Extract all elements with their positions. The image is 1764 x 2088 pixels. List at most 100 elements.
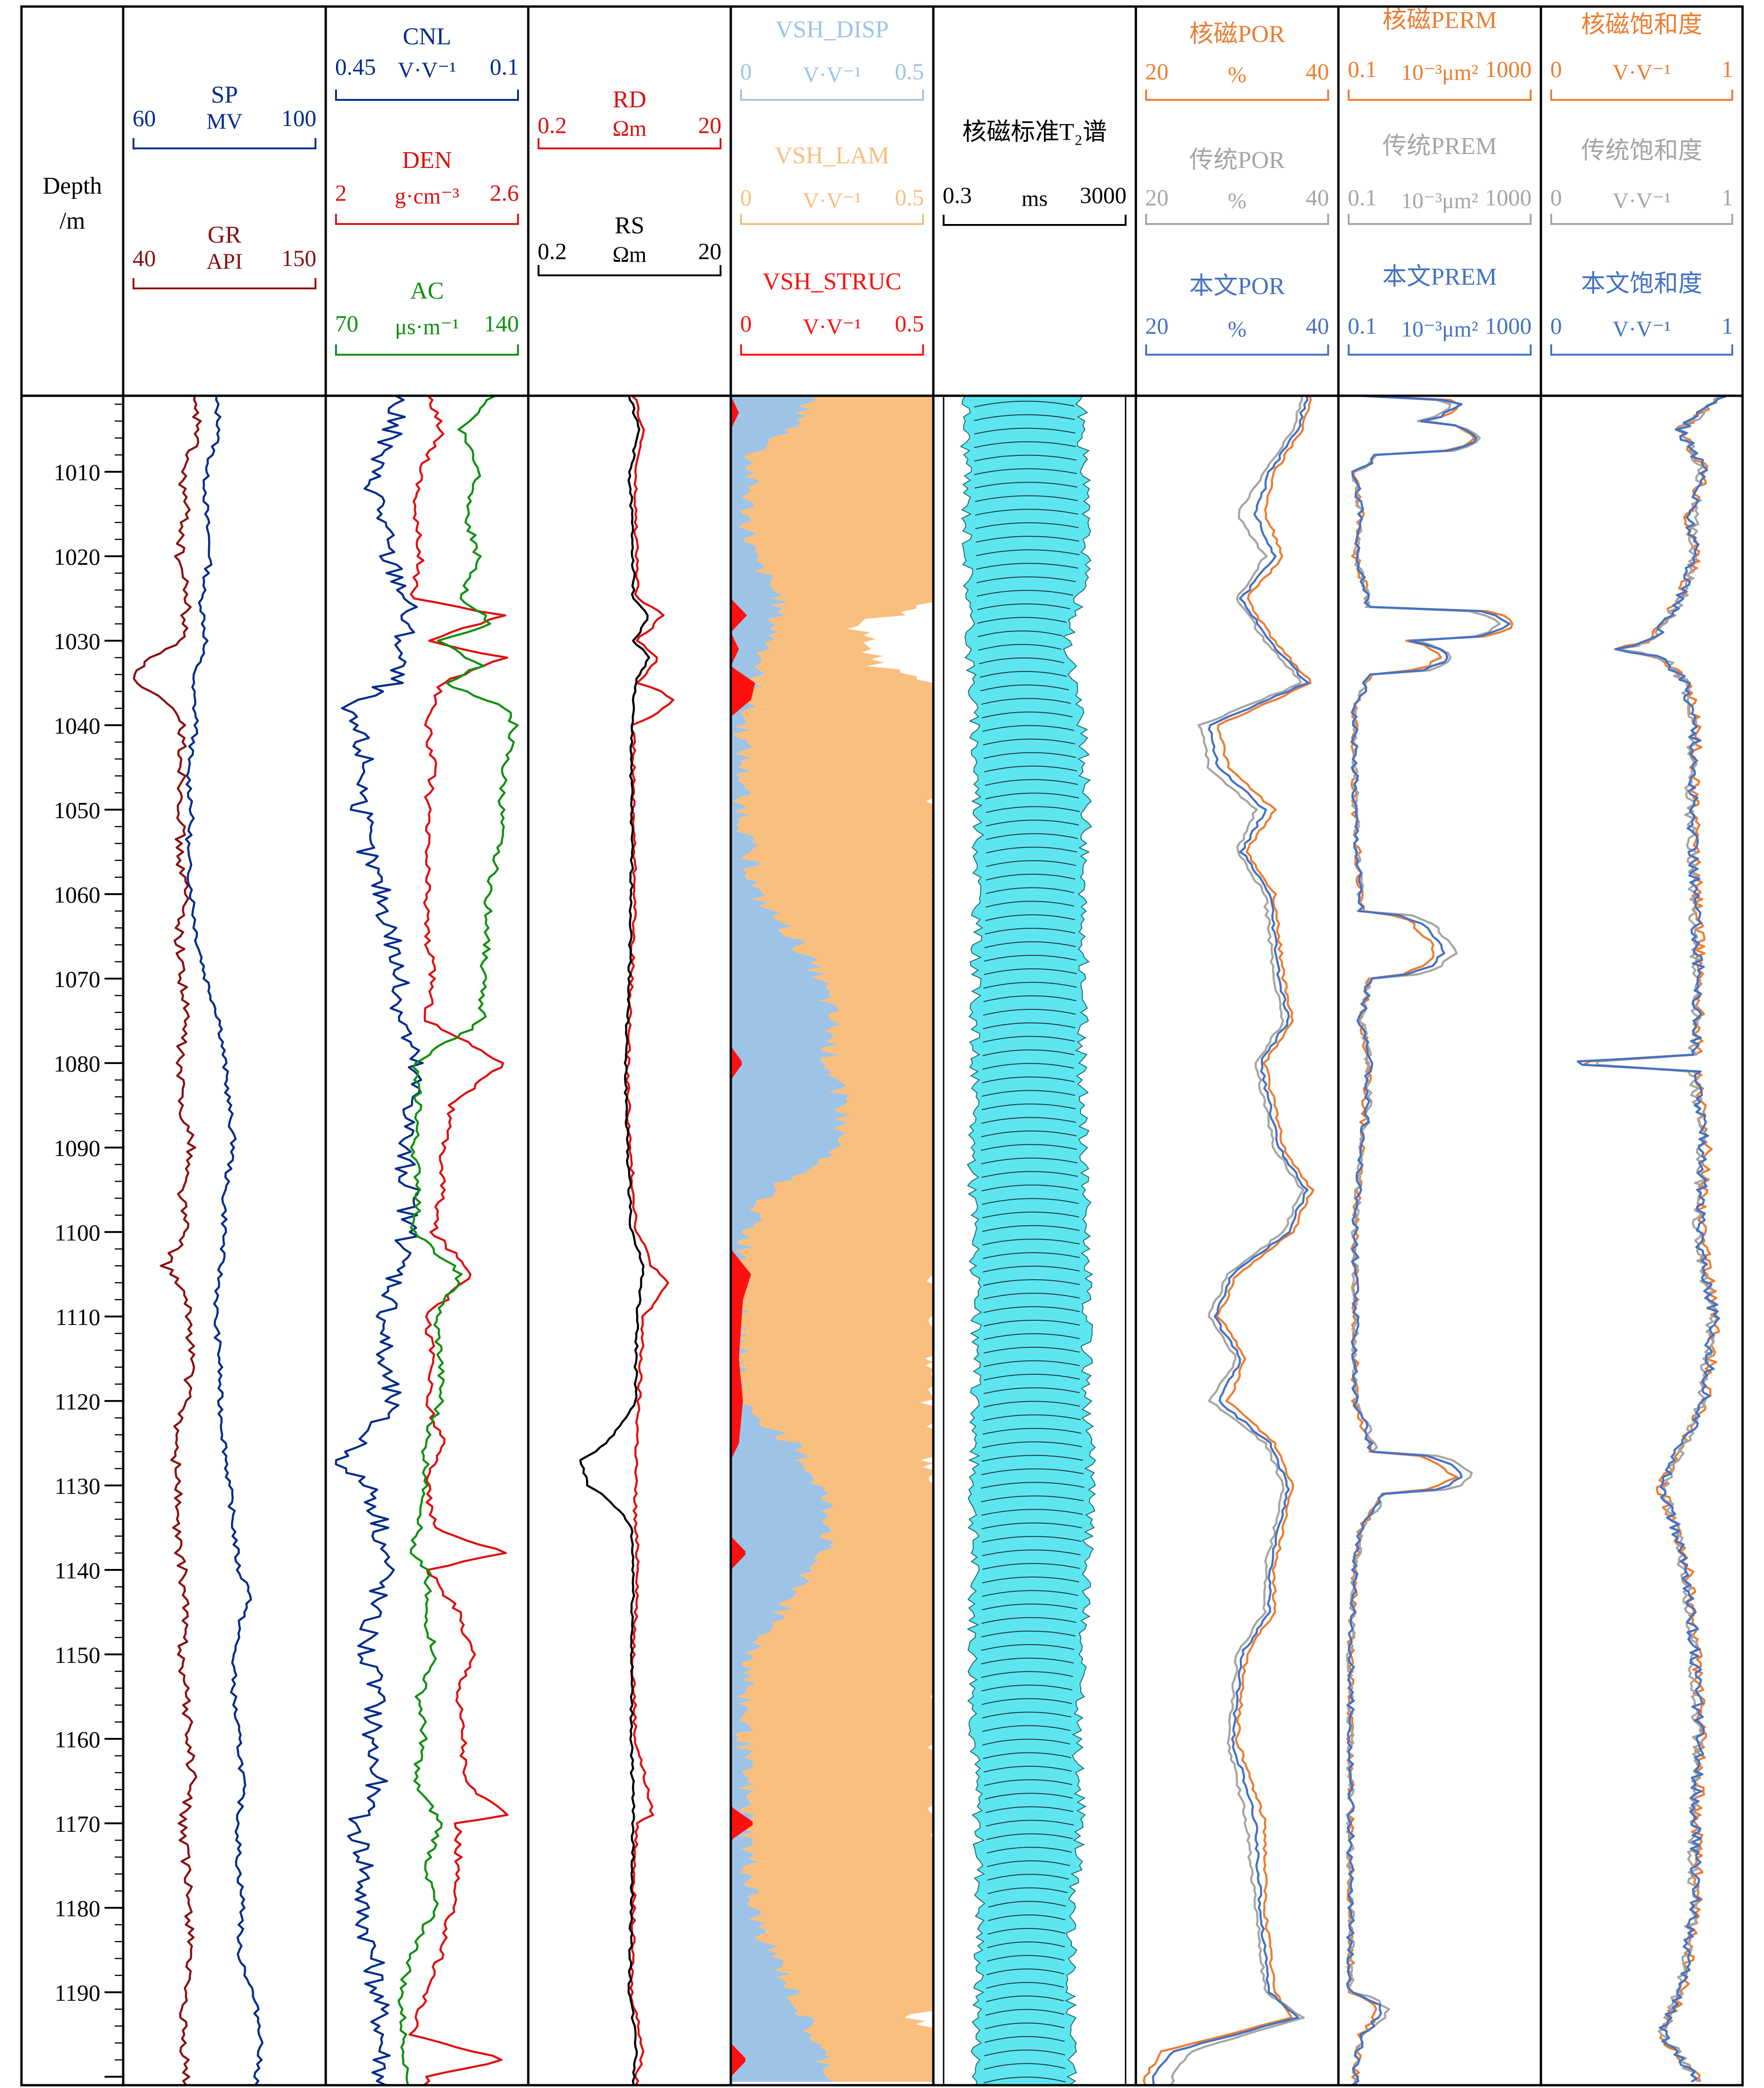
header-unit: ms — [1022, 186, 1048, 211]
T2-spectrum-line — [981, 1090, 1075, 1097]
track-borders — [20, 5, 1744, 2087]
T2-spectrum-line — [981, 1617, 1077, 1624]
T2-spectrum-line — [987, 1914, 1066, 1921]
depth-tick-label: 1130 — [55, 1473, 100, 1499]
depth-label-line1: Depth — [42, 173, 102, 199]
header-unit: V·V⁻¹ — [1612, 60, 1671, 85]
T2-spectrum-line — [974, 468, 1077, 475]
header-max: 40 — [1306, 184, 1329, 210]
header-unit: V·V⁻¹ — [803, 315, 861, 339]
T2-spectrum-line — [983, 1766, 1072, 1773]
track-8-header: 核磁饱和度 0 V·V⁻¹ 1 传统饱和度 0 V·V⁻¹ 1 本文饱和度 0 V·V⁻¹ 1 — [1550, 12, 1733, 356]
header-unit: API — [206, 249, 242, 274]
header-max: 1000 — [1485, 184, 1532, 210]
T2-spectrum-line — [982, 1252, 1080, 1259]
header-name: AC — [410, 278, 444, 304]
header-min: 0.3 — [943, 182, 972, 208]
T2-spectrum-line — [974, 400, 1075, 408]
curve-本文POR — [1152, 396, 1310, 2086]
T2-spectrum-line — [985, 927, 1076, 935]
header-name: 核磁PERM — [1382, 7, 1497, 34]
header-min: 0 — [740, 184, 752, 210]
track-curves — [133, 396, 1728, 2086]
T2-spectrum-line — [982, 1711, 1071, 1719]
header-name: RD — [613, 86, 646, 113]
T2-spectrum-line — [983, 2076, 1066, 2084]
T2-spectrum-line — [987, 1955, 1065, 1962]
header-max: 1 — [1722, 56, 1733, 82]
T2-spectrum-line — [982, 725, 1074, 732]
header-max: 150 — [281, 245, 316, 271]
T2-spectrum-line — [982, 1063, 1074, 1070]
T2-spectrum-line — [986, 887, 1074, 894]
T2-spectrum-line — [980, 684, 1069, 692]
header-max: 20 — [698, 112, 721, 138]
header-name: VSH_LAM — [775, 142, 889, 169]
T2-spectrum-line — [981, 1130, 1077, 1137]
header-min: 0.2 — [538, 112, 567, 138]
header-unit: 10⁻³μm² — [1401, 189, 1478, 213]
header-scale-bar — [1550, 90, 1733, 101]
T2-spectrum-line — [977, 589, 1073, 597]
T2-spectrum-line — [985, 1806, 1074, 1813]
header-max: 1 — [1722, 184, 1733, 210]
T2-spectrum-line — [981, 1495, 1084, 1502]
T2-spectrum-line — [983, 1401, 1080, 1408]
T2-spectrum-line — [982, 1549, 1081, 1556]
T2-spectrum-line — [984, 941, 1076, 948]
depth-tick-label: 1140 — [55, 1557, 100, 1584]
T2-spectrum-line — [984, 2049, 1065, 2057]
header-min: 0.2 — [538, 238, 567, 264]
header-scale-bar — [538, 265, 721, 276]
curve-本文PREM — [1346, 396, 1511, 2086]
curve-DEN — [408, 396, 509, 2086]
T2-spectrum-line — [982, 1076, 1075, 1084]
T2-spectrum-line — [988, 1901, 1066, 1908]
T2-spectrum-line — [981, 1698, 1072, 1705]
depth-tick-label: 1110 — [56, 1304, 100, 1330]
fill-VSH_LAM — [733, 396, 933, 2082]
T2-spectrum-line — [981, 1468, 1084, 1475]
T2-spectrum-line — [977, 630, 1063, 638]
T2-spectrum-line — [982, 1036, 1075, 1043]
header-unit: V·V⁻¹ — [803, 189, 861, 213]
T2-spectrum-line — [986, 833, 1078, 840]
header-scale-bar — [740, 214, 924, 225]
header-min: 70 — [335, 310, 358, 336]
T2-spectrum-line — [978, 644, 1062, 651]
T2-spectrum-line — [982, 1577, 1079, 1584]
depth-tick-label: 1180 — [55, 1895, 100, 1921]
header-name: 传统饱和度 — [1581, 138, 1702, 164]
T2-spectrum-line — [981, 1455, 1083, 1462]
header-max: 40 — [1306, 58, 1329, 84]
T2-spectrum-line — [985, 1793, 1073, 1800]
T2-spectrum-line — [981, 1157, 1078, 1164]
T2-spectrum-line — [982, 1590, 1078, 1597]
T2-spectrum-line — [981, 1671, 1073, 1678]
T2-spectrum-line — [975, 522, 1079, 529]
header-name: 核磁POR — [1189, 21, 1285, 48]
T2-spectrum-line — [983, 1265, 1080, 1273]
header-min: 0 — [740, 310, 752, 336]
T2-spectrum-line — [986, 847, 1078, 854]
header-name: 传统PREM — [1382, 133, 1497, 160]
T2-spectrum-line — [983, 981, 1077, 989]
T2-spectrum-line — [981, 1198, 1079, 1205]
T2-spectrum-line — [975, 509, 1078, 516]
depth-tick-label: 1010 — [54, 459, 100, 485]
T2-spectrum-line — [983, 1360, 1080, 1367]
curve-CNL — [335, 396, 424, 2086]
header-scale-bar — [1145, 344, 1329, 356]
T2-spectrum-line — [982, 1428, 1082, 1435]
depth-tick-label: 1160 — [55, 1726, 100, 1752]
T2-spectrum-line — [987, 1887, 1068, 1894]
T2-spectrum-line — [987, 1847, 1072, 1854]
T2-spectrum-line — [984, 2063, 1066, 2070]
curve-本文饱和度 — [1576, 396, 1728, 2083]
header-min: 0 — [1550, 184, 1562, 210]
header-max: 0.5 — [895, 184, 924, 210]
T2-spectrum-line — [983, 1009, 1076, 1016]
header-unit: V·V⁻¹ — [1612, 317, 1671, 342]
header-unit: % — [1228, 317, 1246, 342]
curve-SP — [185, 396, 264, 2086]
